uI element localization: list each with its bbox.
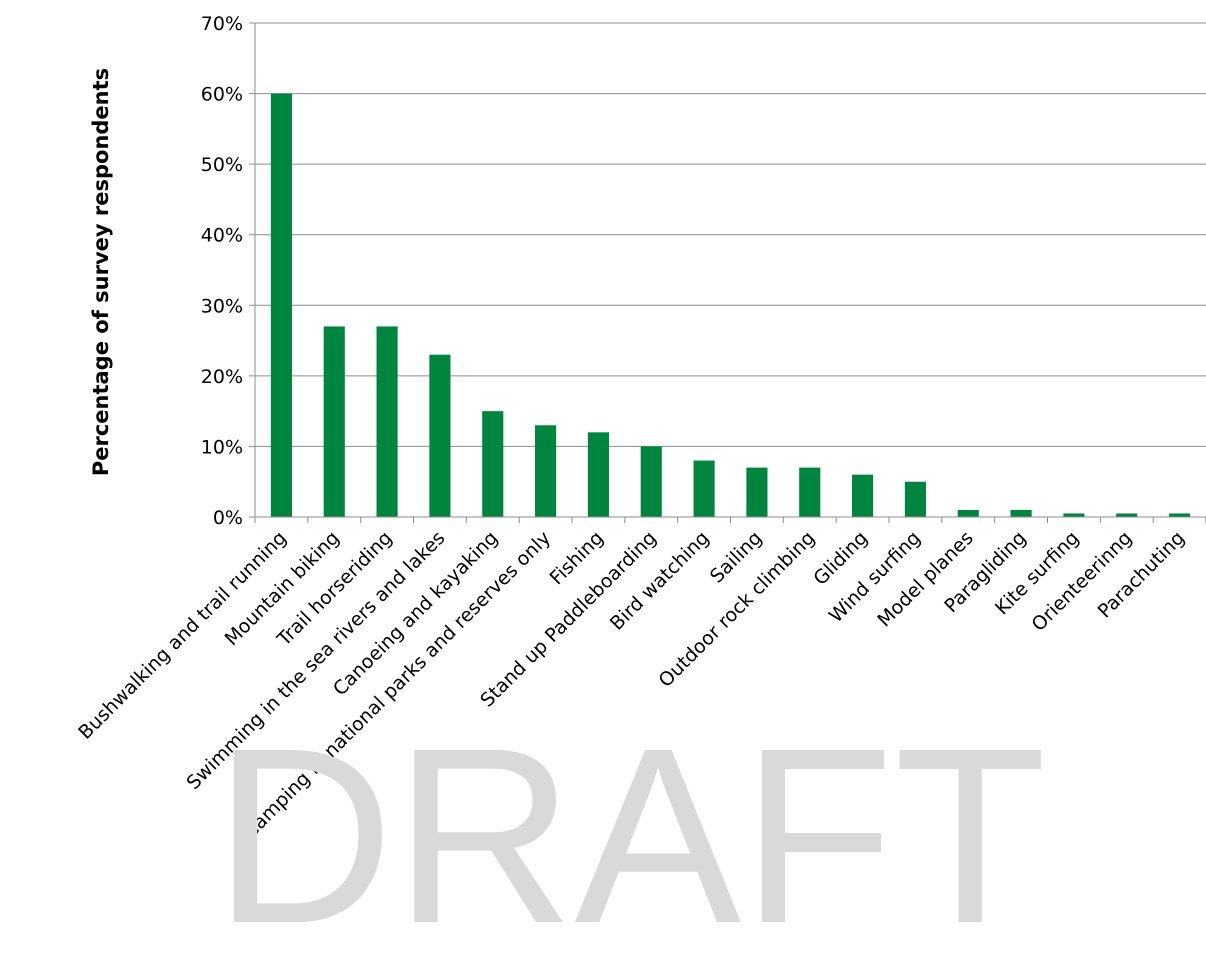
bar (535, 425, 557, 517)
bar (1116, 513, 1138, 517)
bar (957, 509, 979, 517)
y-tick-label: 40% (201, 225, 243, 247)
axes (254, 23, 1206, 523)
draft-watermark: DRAFT (213, 696, 1046, 954)
bar (1169, 513, 1191, 517)
bar (799, 467, 821, 517)
y-tick-label: 10% (201, 436, 243, 458)
bars (270, 93, 1191, 518)
bar (323, 326, 345, 517)
bar (640, 446, 662, 517)
bar (1010, 509, 1032, 517)
y-axis-ticks: 0% 10% 20% 30% 40% 50% 60% 70% (201, 13, 255, 529)
bar (1063, 513, 1085, 517)
bar (482, 411, 504, 517)
y-tick-label: 50% (201, 154, 243, 176)
gridlines (255, 22, 1206, 447)
x-tick-label: Wind surfing (825, 527, 925, 627)
bar (429, 354, 451, 517)
bar (587, 432, 609, 517)
bar (852, 474, 874, 517)
bar (693, 460, 715, 517)
y-tick-label: 30% (201, 295, 243, 317)
y-axis-title: Percentage of survey respondents (89, 68, 113, 476)
bar (746, 467, 768, 517)
y-tick-label: 60% (201, 84, 243, 106)
y-tick-label: 20% (201, 366, 243, 388)
y-tick-label: 70% (201, 13, 243, 35)
bar (904, 481, 926, 517)
bar (376, 326, 398, 517)
bar (270, 93, 292, 518)
y-tick-label: 0% (213, 507, 243, 529)
